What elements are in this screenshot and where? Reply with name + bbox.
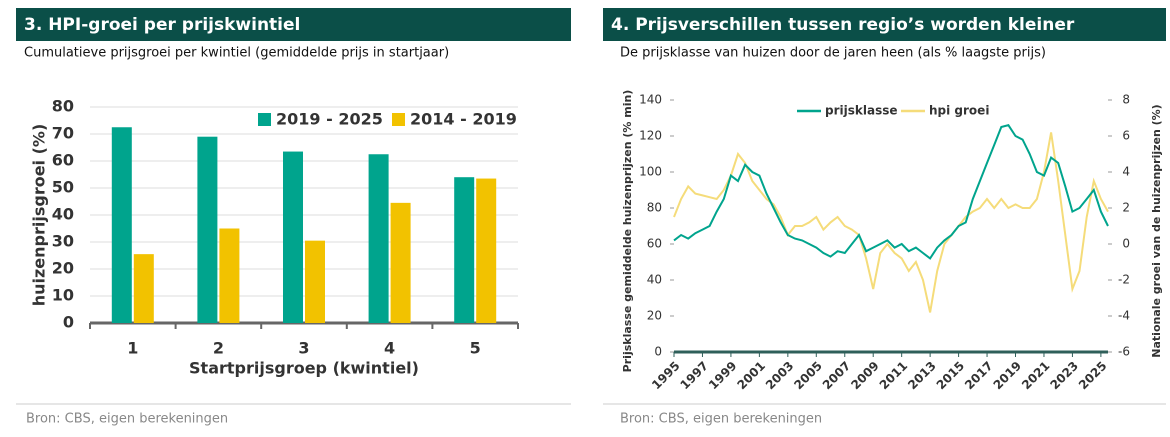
bar — [305, 240, 325, 323]
y2-tick-label: 2 — [1122, 201, 1130, 215]
subtitle: Cumulatieve prijsgroei per kwintiel (gem… — [24, 46, 449, 61]
source: Bron: CBS, eigen berekeningen — [26, 412, 228, 427]
y-tick-label: 100 — [639, 165, 662, 179]
y-tick-label: 80 — [647, 201, 662, 215]
bar — [133, 254, 154, 323]
bar — [454, 177, 475, 323]
y-tick-label: 20 — [647, 309, 662, 323]
legend-label: prijsklasse — [825, 104, 898, 118]
y-tick-label: 140 — [639, 93, 662, 107]
y2-tick-label: -2 — [1118, 273, 1130, 287]
x-tick-label: 2021 — [1019, 359, 1053, 393]
x-tick-label: 2007 — [820, 359, 854, 393]
x-tick-label: 2015 — [934, 359, 968, 393]
y2-tick-label: -4 — [1118, 309, 1130, 323]
x-tick-label: 1997 — [678, 359, 712, 393]
x-axis-label: Startprijsgroep (kwintiel) — [189, 359, 419, 378]
x-tick-label: 2003 — [763, 359, 797, 393]
y2-tick-label: -6 — [1118, 345, 1130, 359]
y-tick-label: 50 — [52, 178, 74, 197]
legend-label: hpi groei — [929, 104, 989, 118]
x-tick-label: 1 — [127, 339, 138, 358]
y-axis-label: huizenprijsgroei (%) — [30, 124, 49, 307]
bar — [368, 154, 389, 323]
y-tick-label: 60 — [52, 151, 74, 170]
x-tick-label: 2011 — [877, 359, 911, 393]
subtitle: De prijsklasse van huizen door de jaren … — [620, 46, 1046, 61]
y-tick-label: 120 — [639, 129, 662, 143]
bar — [111, 127, 132, 323]
legend-swatch — [392, 113, 405, 126]
legend-swatch — [258, 113, 271, 126]
bar — [390, 202, 411, 323]
y-axis-label: Prijsklasse gemiddelde huizenprijzen (% … — [621, 90, 634, 373]
legend-label: 2014 - 2019 — [410, 110, 517, 129]
y-tick-label: 40 — [52, 205, 74, 224]
x-tick-label: 1999 — [706, 359, 740, 393]
y2-tick-label: 8 — [1122, 93, 1130, 107]
x-tick-label: 2005 — [791, 359, 825, 393]
x-tick-label: 1995 — [649, 359, 683, 393]
chart-title: 3. HPI-groei per prijskwintiel — [24, 15, 300, 35]
x-tick-label: 2025 — [1076, 359, 1110, 393]
bar — [283, 151, 303, 323]
header-bar — [603, 8, 1166, 41]
line-series — [673, 124, 1109, 260]
y2-tick-label: 6 — [1122, 129, 1130, 143]
y-tick-label: 70 — [52, 124, 74, 143]
x-tick-label: 2001 — [734, 359, 768, 393]
chart-title: 4. Prijsverschillen tussen regio’s worde… — [611, 15, 1075, 35]
y-tick-label: 40 — [647, 273, 662, 287]
header-bar — [16, 8, 571, 41]
line-series — [673, 132, 1109, 313]
x-tick-label: 2 — [213, 339, 224, 358]
y-tick-label: 0 — [654, 345, 662, 359]
y-tick-label: 10 — [52, 286, 74, 305]
y-tick-label: 0 — [63, 313, 74, 332]
y-tick-label: 20 — [52, 259, 74, 278]
y-tick-label: 80 — [52, 97, 74, 116]
bar — [197, 136, 218, 323]
y-tick-label: 30 — [52, 232, 74, 251]
x-tick-label: 4 — [384, 339, 395, 358]
x-tick-label: 2009 — [848, 359, 882, 393]
y2-axis-label: Nationale groei van de huizenprijzen (%) — [1150, 104, 1163, 357]
bar — [476, 178, 497, 323]
x-tick-label: 2017 — [962, 359, 996, 393]
x-tick-label: 2023 — [1048, 359, 1082, 393]
legend-label: 2019 - 2025 — [276, 110, 383, 129]
x-tick-label: 5 — [470, 339, 481, 358]
x-tick-label: 2019 — [991, 359, 1025, 393]
y-tick-label: 60 — [647, 237, 662, 251]
y2-tick-label: 4 — [1122, 165, 1130, 179]
x-tick-label: 3 — [298, 339, 309, 358]
x-tick-label: 2013 — [905, 359, 939, 393]
bar — [219, 228, 240, 323]
y2-tick-label: 0 — [1122, 237, 1130, 251]
source: Bron: CBS, eigen berekeningen — [620, 412, 822, 427]
